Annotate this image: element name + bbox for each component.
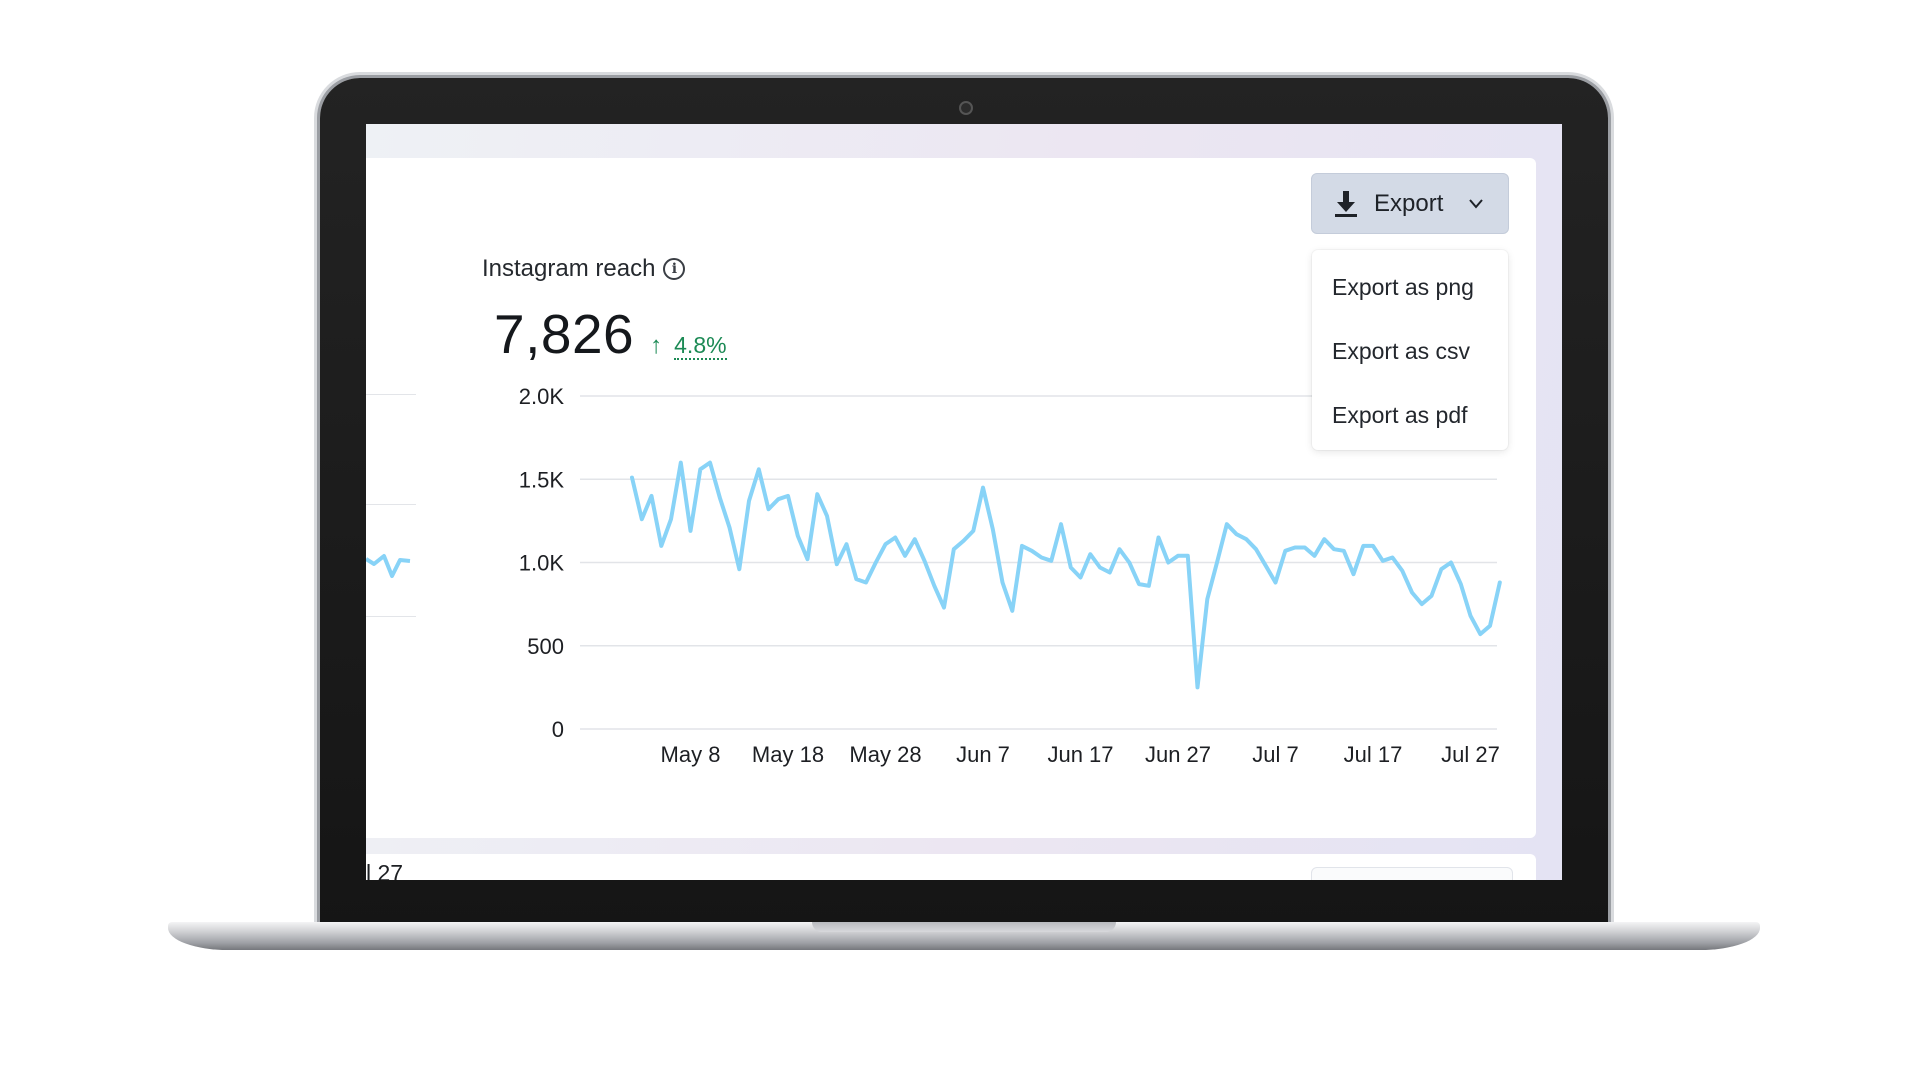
x-tick-label: May 28 — [849, 742, 921, 767]
export-button[interactable]: Export — [1311, 173, 1509, 234]
x-tick-label: Jun 27 — [1145, 742, 1211, 767]
y-tick-label: 0 — [552, 717, 564, 742]
export-menu: Export as png Export as csv Export as pd… — [1312, 250, 1508, 450]
x-tick-label: May 8 — [661, 742, 721, 767]
arrow-up-icon: ↑ — [650, 332, 663, 359]
y-tick-label: 2.0K — [519, 384, 565, 409]
left-chart-gridline — [366, 394, 416, 395]
y-tick-label: 1.0K — [519, 551, 565, 576]
left-chart-x-tick: l 27 — [366, 860, 404, 880]
reach-series-line — [630, 460, 1502, 690]
x-tick-label: Jul 17 — [1344, 742, 1403, 767]
left-chart-gridline — [366, 504, 416, 505]
next-card-button[interactable] — [1311, 867, 1513, 880]
metric-value: 7,826 — [494, 303, 635, 365]
left-chart-gridline — [366, 616, 416, 617]
export-label: Export — [1374, 189, 1444, 217]
export-csv-item[interactable]: Export as csv — [1332, 338, 1471, 364]
x-tick-label: Jun 7 — [956, 742, 1010, 767]
download-icon — [1335, 190, 1357, 217]
x-tick-label: Jun 17 — [1047, 742, 1113, 767]
widget-header: Instagram reach i — [482, 255, 686, 283]
x-tick-label: Jul 27 — [1441, 742, 1500, 767]
widget-title: Instagram reach — [482, 255, 656, 282]
left-chart-line — [366, 554, 411, 578]
x-tick-label: Jul 7 — [1252, 742, 1298, 767]
y-tick-label: 1.5K — [519, 467, 565, 492]
chevron-down-icon — [1469, 198, 1484, 209]
metric-row: 7,826 ↑ 4.8% — [494, 302, 727, 366]
camera-icon — [959, 101, 973, 115]
x-tick-label: May 18 — [752, 742, 824, 767]
export-pdf-item[interactable]: Export as pdf — [1332, 402, 1468, 428]
y-tick-label: 500 — [527, 634, 564, 659]
export-png-item[interactable]: Export as png — [1332, 274, 1474, 300]
metric-change[interactable]: 4.8% — [674, 332, 727, 361]
info-icon[interactable]: i — [663, 258, 686, 280]
laptop-notch — [812, 922, 1116, 932]
